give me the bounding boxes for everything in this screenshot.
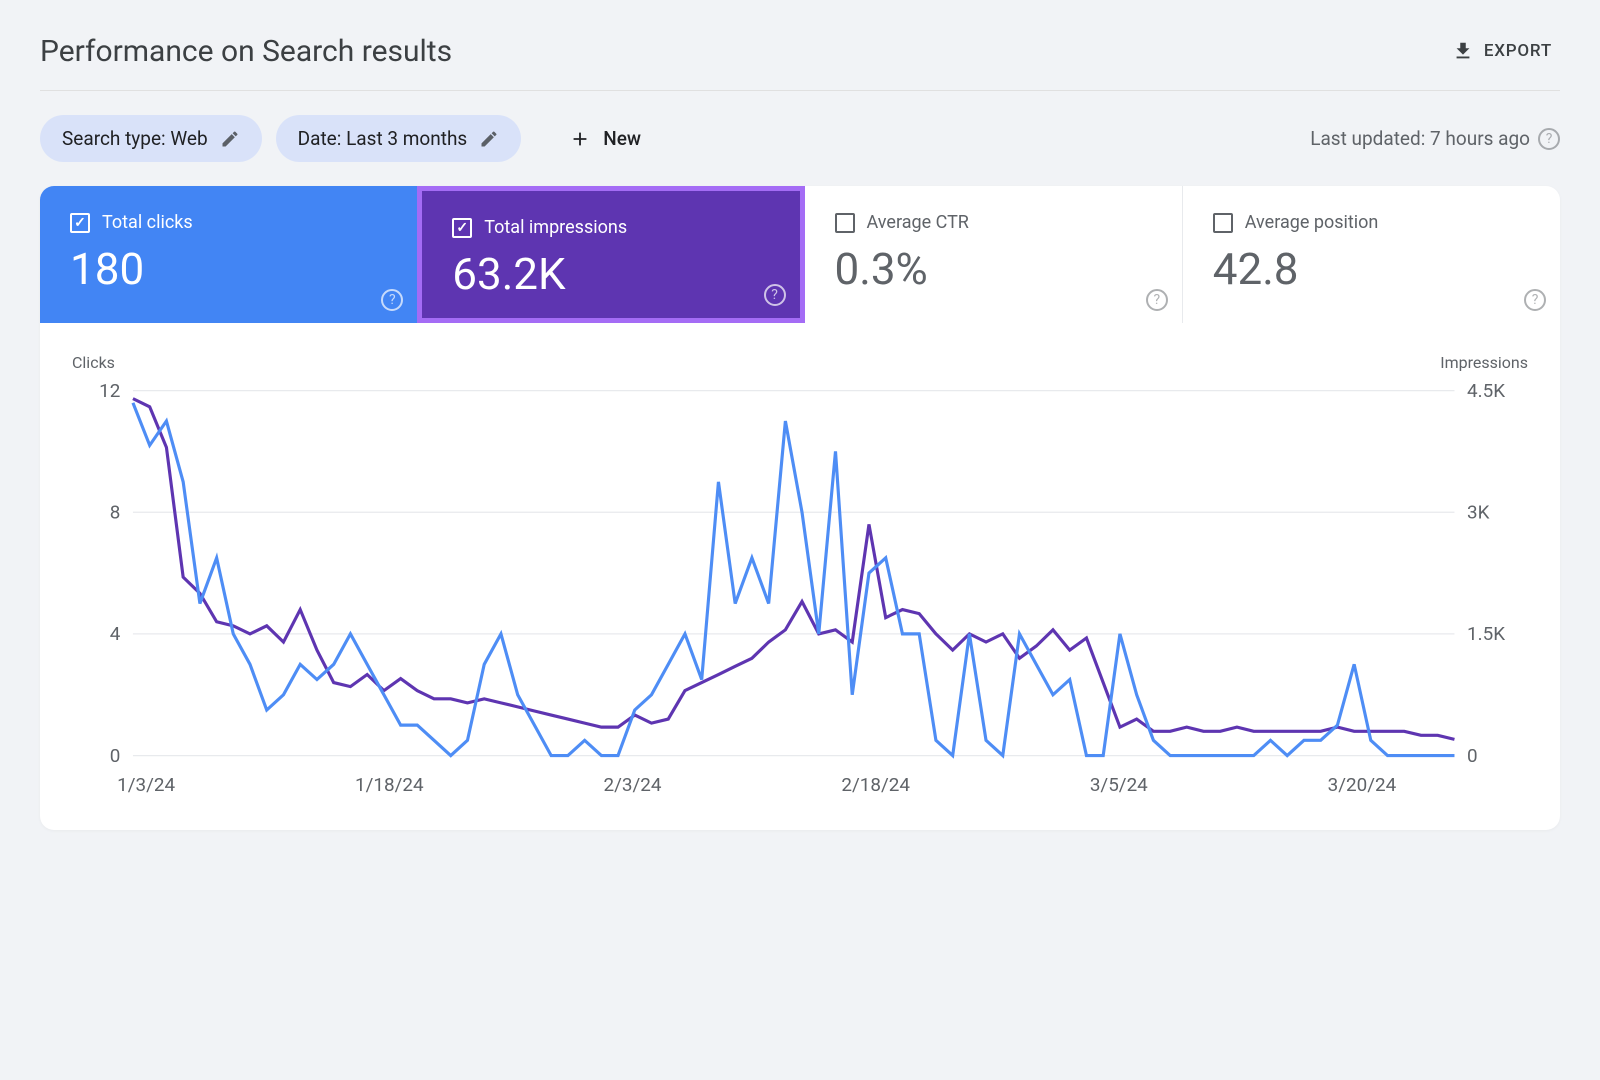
metric-value: 0.3% [835,247,1152,291]
metric-header: Total impressions [452,217,769,238]
download-icon [1452,40,1474,62]
date-label: Date: Last 3 months [298,127,468,150]
search-type-label: Search type: Web [62,127,208,150]
metric-value: 63.2K [452,252,769,296]
checkbox-icon [835,213,855,233]
new-label: New [603,127,641,150]
svg-text:8: 8 [110,501,121,524]
svg-text:1/3/24: 1/3/24 [117,773,175,796]
svg-text:3K: 3K [1467,501,1490,524]
svg-text:3/20/24: 3/20/24 [1328,773,1397,796]
svg-text:1.5K: 1.5K [1467,622,1505,645]
help-icon[interactable]: ? [1146,289,1168,311]
svg-text:1/18/24: 1/18/24 [355,773,424,796]
search-type-chip[interactable]: Search type: Web [40,115,262,162]
checkbox-icon [1213,213,1233,233]
chart-area: Clicks Impressions 0 4 8 12 0 1.5K 3K 4.5K 1/3/2… [40,323,1560,830]
metric-total-impressions[interactable]: Total impressions 63.2K ? [417,186,804,323]
export-label: EXPORT [1484,41,1552,61]
left-axis-title: Clicks [72,353,115,372]
metric-header: Total clicks [70,212,387,233]
metric-label: Average position [1245,212,1379,233]
last-updated: Last updated: 7 hours ago ? [1310,127,1560,150]
svg-text:3/5/24: 3/5/24 [1090,773,1148,796]
chart-axis-titles: Clicks Impressions [70,353,1530,372]
metric-header: Average position [1213,212,1530,233]
metric-average-position[interactable]: Average position 42.8 ? [1183,186,1560,323]
export-button[interactable]: EXPORT [1444,32,1560,70]
line-chart: 0 4 8 12 0 1.5K 3K 4.5K 1/3/24 1/18/24 2/3/24 2/18/… [70,378,1530,806]
checkbox-icon [70,213,90,233]
checkbox-icon [452,218,472,238]
metric-value: 42.8 [1213,247,1530,291]
metric-total-clicks[interactable]: Total clicks 180 ? [40,186,417,323]
svg-text:4: 4 [110,622,121,645]
help-icon[interactable]: ? [1524,289,1546,311]
plus-icon [569,128,591,150]
right-axis-title: Impressions [1440,353,1528,372]
metric-label: Total clicks [102,212,193,233]
svg-text:4.5K: 4.5K [1467,379,1505,402]
metric-label: Total impressions [484,217,627,238]
page-title: Performance on Search results [40,34,452,69]
last-updated-text: Last updated: 7 hours ago [1310,127,1530,150]
svg-text:12: 12 [99,379,120,402]
help-icon[interactable]: ? [764,284,786,306]
svg-text:2/3/24: 2/3/24 [603,773,661,796]
metric-header: Average CTR [835,212,1152,233]
filter-row: Search type: Web Date: Last 3 months New… [40,115,1560,162]
metric-value: 180 [70,247,387,291]
performance-card: Total clicks 180 ? Total impressions 63.… [40,186,1560,830]
pencil-icon [220,129,240,149]
metrics-row: Total clicks 180 ? Total impressions 63.… [40,186,1560,323]
metric-average-ctr[interactable]: Average CTR 0.3% ? [805,186,1183,323]
new-filter-button[interactable]: New [555,117,655,160]
page-header: Performance on Search results EXPORT [40,20,1560,91]
help-icon[interactable]: ? [1538,128,1560,150]
metric-label: Average CTR [867,212,969,233]
date-chip[interactable]: Date: Last 3 months [276,115,522,162]
pencil-icon [479,129,499,149]
svg-text:0: 0 [110,744,121,767]
help-icon[interactable]: ? [381,289,403,311]
svg-text:0: 0 [1467,744,1478,767]
svg-text:2/18/24: 2/18/24 [841,773,910,796]
